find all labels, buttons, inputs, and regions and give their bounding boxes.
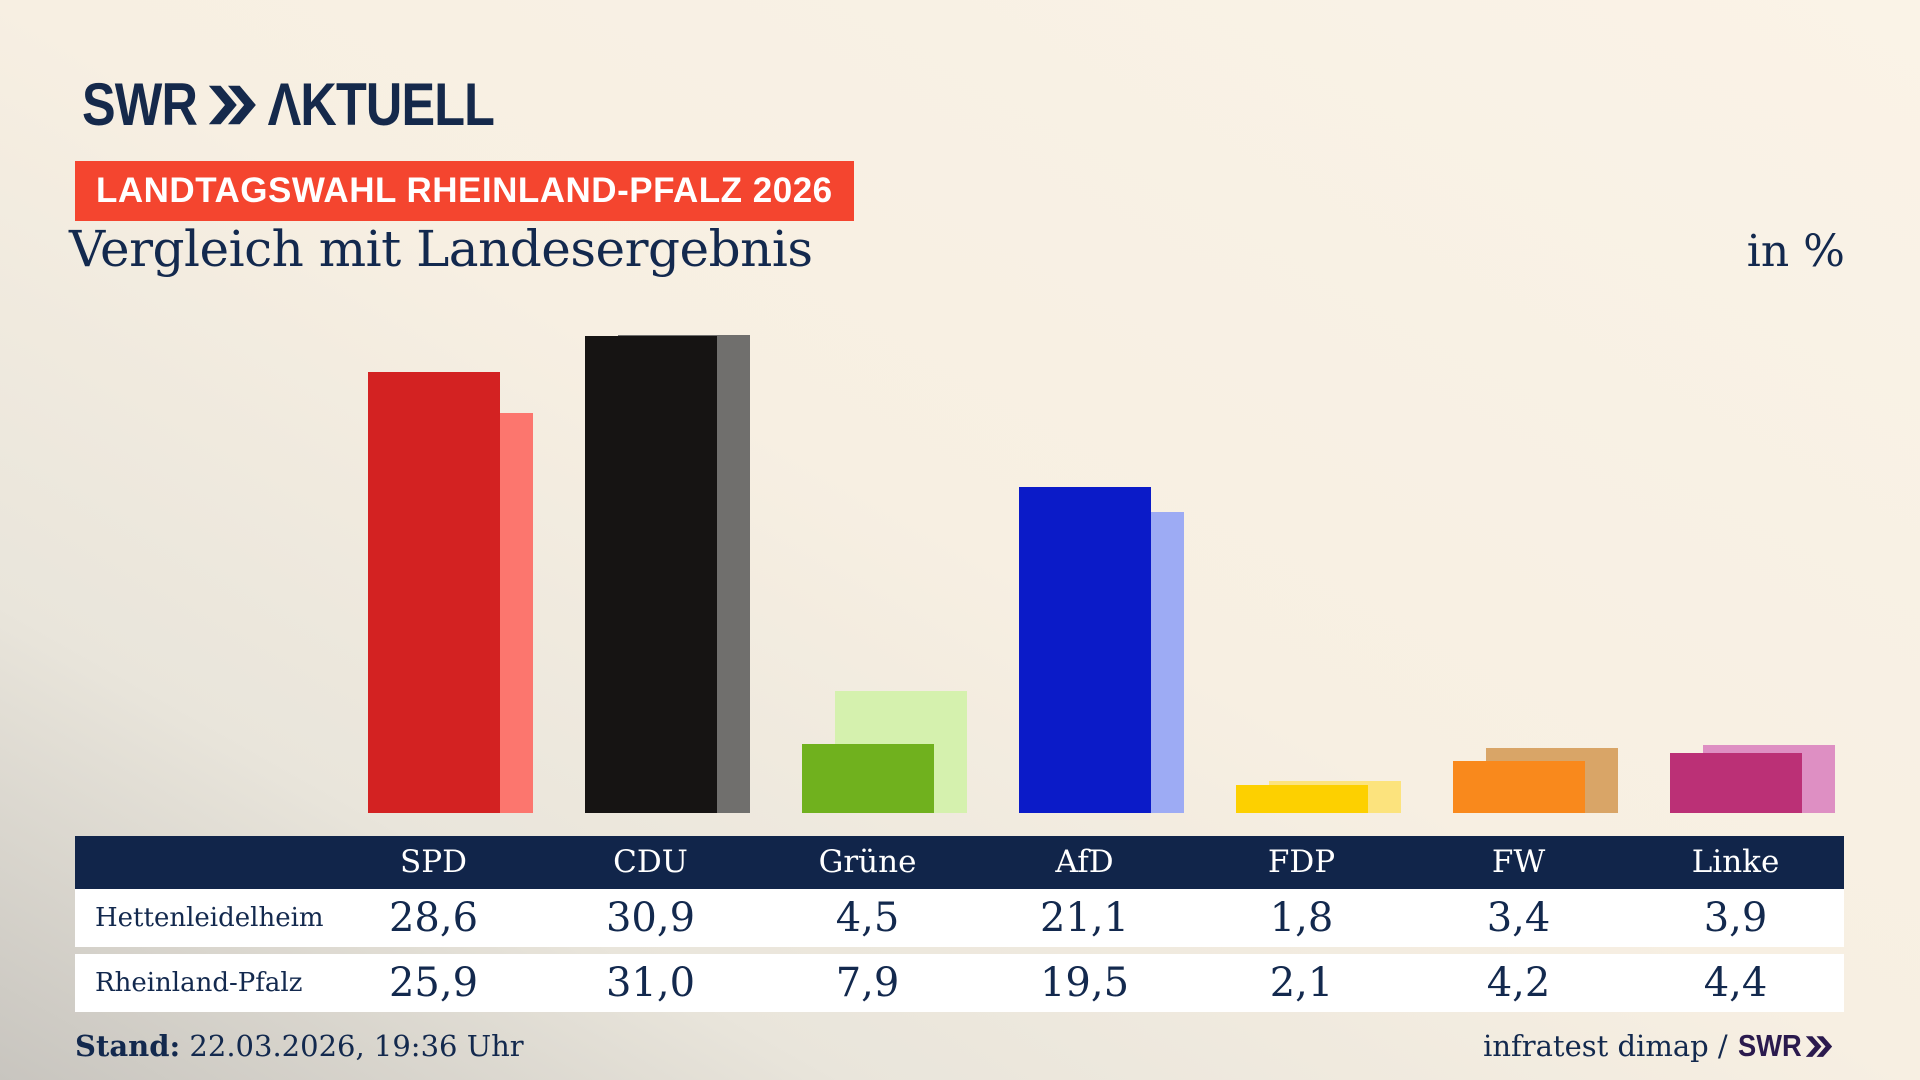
table-row-local: Hettenleidelheim 28,6 30,9 4,5 21,1 1,8 3,4 3,9	[75, 889, 1844, 947]
stand-timestamp: Stand: 22.03.2026, 19:36 Uhr	[75, 1026, 524, 1066]
swr-footer-wordmark: SWR	[1737, 1028, 1802, 1063]
source-text: infratest dimap /	[1483, 1029, 1728, 1063]
stand-label: Stand:	[75, 1029, 181, 1063]
table-value-gruene: 4,5	[835, 895, 900, 941]
bar-front-spd	[368, 372, 500, 813]
table-value-linke: 3,9	[1703, 895, 1768, 941]
table-value-fdp: 2,1	[1269, 960, 1334, 1006]
results-table: SPD CDU Grüne AfD FDP FW Linke Hettenleidelhei…	[75, 836, 1844, 1012]
table-value-fw: 3,4	[1486, 895, 1551, 941]
table-header-cell-fw: FW	[1491, 844, 1546, 880]
aktuell-wordmark: ΛKTUELL	[267, 71, 495, 138]
bar-front-fw	[1453, 761, 1585, 813]
table-header-cell-empty	[75, 836, 325, 889]
table-header-row: SPD CDU Grüne AfD FDP FW Linke	[75, 836, 1844, 889]
table-value-cdu: 31,0	[605, 960, 696, 1006]
table-header-cell-fdp: FDP	[1267, 844, 1336, 880]
table-value-cdu: 30,9	[605, 895, 696, 941]
table-row-label: Hettenleidelheim	[95, 903, 324, 933]
table-header-cell-cdu: CDU	[613, 844, 688, 880]
bar-front-cdu	[585, 336, 717, 813]
double-chevron-icon	[208, 85, 256, 124]
source-credit: infratest dimap / SWR	[1483, 1026, 1845, 1066]
table-value-afd: 21,1	[1039, 895, 1130, 941]
table-header-cell-spd: SPD	[400, 844, 467, 880]
table-value-fw: 4,2	[1486, 960, 1551, 1006]
table-value-spd: 25,9	[388, 960, 479, 1006]
table-value-linke: 4,4	[1703, 960, 1768, 1006]
swr-wordmark: SWR	[82, 71, 198, 138]
table-row-label: Rheinland-Pfalz	[95, 968, 303, 998]
table-header-cell-afd: AfD	[1055, 844, 1114, 880]
table-header-cell-grüne: Grüne	[818, 844, 917, 880]
election-badge: LANDTAGSWAHL RHEINLAND-PFALZ 2026	[75, 161, 854, 221]
bar-front-fdp	[1236, 785, 1368, 813]
bar-front-afd	[1019, 487, 1151, 813]
stand-value: 22.03.2026, 19:36 Uhr	[189, 1029, 524, 1063]
double-chevron-icon	[1805, 1035, 1833, 1057]
table-header-cell-linke: Linke	[1691, 844, 1780, 880]
bar-front-gruene	[802, 744, 934, 813]
table-value-fdp: 1,8	[1269, 895, 1334, 941]
table-value-spd: 28,6	[388, 895, 479, 941]
page-title: Vergleich mit Landesergebnis	[69, 220, 813, 278]
unit-label: in %	[1746, 226, 1845, 277]
table-row-state: Rheinland-Pfalz 25,9 31,0 7,9 19,5 2,1 4,2 4,4	[75, 954, 1844, 1012]
bar-chart	[368, 335, 1835, 813]
swr-footer-logo: SWR	[1737, 1026, 1833, 1066]
table-value-gruene: 7,9	[835, 960, 900, 1006]
bar-front-linke	[1670, 753, 1802, 813]
swr-aktuell-logo: SWR ΛKTUELL	[82, 70, 495, 139]
table-value-afd: 19,5	[1039, 960, 1130, 1006]
